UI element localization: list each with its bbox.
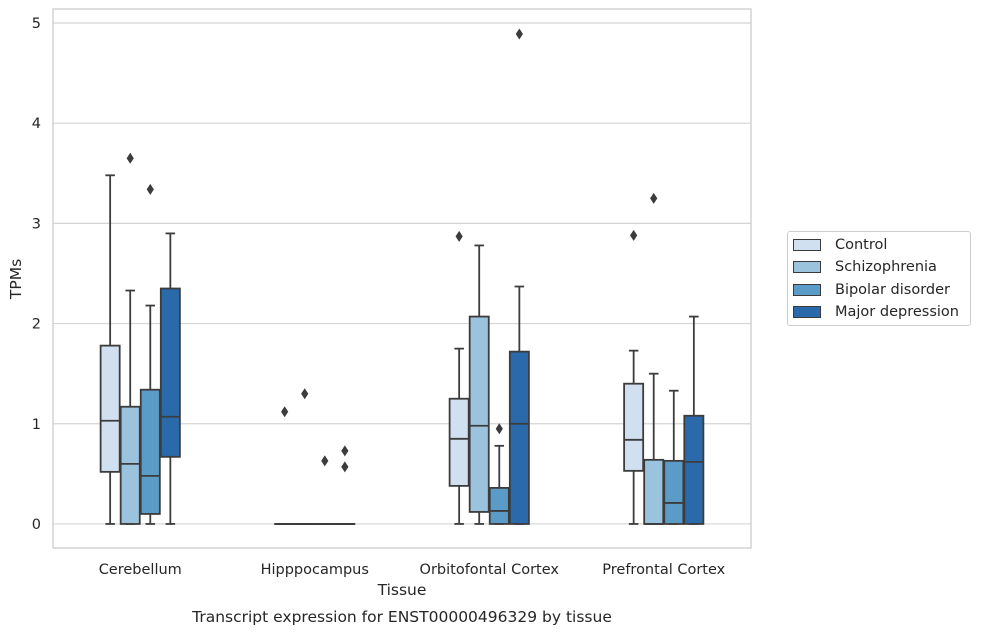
box-3-0: [161, 233, 180, 524]
x-tick-label: Hipppocampus: [261, 562, 369, 578]
legend-swatch-bipolar-disorder: [793, 284, 821, 296]
outlier-point: [341, 461, 348, 472]
box-body: [101, 346, 120, 472]
outlier-point: [281, 406, 288, 417]
legend-item-control: Control: [793, 235, 887, 255]
box-0-2: [450, 231, 469, 524]
y-tick-label: 5: [32, 16, 41, 32]
outlier-point: [630, 230, 637, 241]
outlier-point: [456, 231, 463, 242]
outlier-point: [650, 193, 657, 204]
legend-label-control: Control: [835, 237, 887, 253]
box-1-2: [470, 245, 489, 524]
y-tick-label: 1: [32, 417, 41, 433]
x-tick-label: Prefrontal Cortex: [602, 562, 725, 578]
box-3-2: [510, 29, 529, 524]
outlier-point: [301, 388, 308, 399]
legend-item-schizophrenia: Schizophrenia: [793, 257, 937, 277]
box-body: [470, 317, 489, 512]
box-2-0: [141, 184, 160, 524]
y-tick-label: 2: [32, 317, 41, 333]
legend: Control Schizophrenia Bipolar disorder M…: [787, 231, 971, 326]
box-body: [450, 399, 469, 486]
outlier-point: [127, 153, 134, 164]
box-body: [510, 352, 529, 524]
box-3-1: [335, 445, 354, 524]
x-tick-label: Cerebellum: [99, 562, 182, 578]
box-body: [490, 488, 509, 524]
x-tick-label: Orbitofontal Cortex: [420, 562, 560, 578]
legend-label-schizophrenia: Schizophrenia: [835, 259, 937, 275]
chart-caption: Transcript expression for ENST0000049632…: [191, 608, 612, 626]
box-2-3: [664, 391, 683, 524]
legend-swatch-control: [793, 239, 821, 251]
boxes: [101, 29, 704, 525]
box-body: [161, 289, 180, 457]
legend-item-bipolar-disorder: Bipolar disorder: [793, 280, 950, 300]
legend-swatch-schizophrenia: [793, 261, 821, 273]
outlier-point: [516, 29, 523, 40]
outlier-point: [147, 184, 154, 195]
legend-item-major-depression: Major depression: [793, 302, 959, 322]
box-body: [624, 384, 643, 471]
legend-label-bipolar-disorder: Bipolar disorder: [835, 282, 950, 298]
box-2-2: [490, 423, 509, 524]
legend-swatch-major-depression: [793, 306, 821, 318]
box-2-1: [315, 455, 334, 524]
box-1-0: [121, 153, 140, 524]
box-1-1: [295, 388, 314, 524]
x-axis-label: Tissue: [377, 581, 427, 599]
box-body: [121, 407, 140, 524]
box-1-3: [644, 193, 663, 524]
outlier-point: [496, 423, 503, 434]
y-tick-label: 0: [32, 517, 41, 533]
box-3-3: [684, 317, 703, 524]
box-0-3: [624, 230, 643, 524]
box-body: [684, 416, 703, 524]
outlier-point: [321, 455, 328, 466]
box-body: [644, 460, 663, 524]
legend-label-major-depression: Major depression: [835, 304, 959, 320]
y-tick-label: 3: [32, 216, 41, 232]
y-axis-label: TPMs: [7, 259, 25, 300]
y-tick-label: 4: [32, 116, 41, 132]
outlier-point: [341, 445, 348, 456]
box-body: [141, 390, 160, 514]
box-0-0: [101, 175, 120, 524]
box-body: [664, 461, 683, 524]
